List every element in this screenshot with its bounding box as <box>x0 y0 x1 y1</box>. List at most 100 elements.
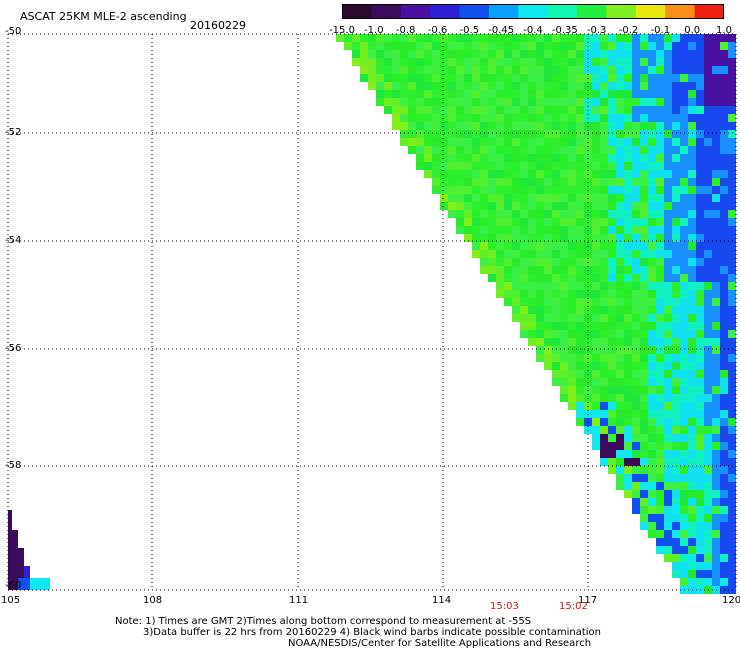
data-cell <box>640 362 648 370</box>
data-cell <box>376 58 384 66</box>
data-cell <box>560 354 568 362</box>
data-cell <box>536 242 544 250</box>
data-cell <box>432 42 440 50</box>
data-cell <box>592 282 600 290</box>
data-cell <box>624 258 632 266</box>
data-cell <box>656 410 664 418</box>
data-cell <box>640 410 648 418</box>
data-cell <box>688 498 696 506</box>
note-line-2: 3)Data buffer is 22 hrs from 20160229 4)… <box>143 627 601 638</box>
data-cell <box>712 506 720 514</box>
data-cell <box>680 114 688 122</box>
data-cell <box>488 138 496 146</box>
data-cell <box>568 74 576 82</box>
data-cell <box>496 282 504 290</box>
data-cell <box>608 234 616 242</box>
data-cell <box>528 226 536 234</box>
data-cell <box>568 394 576 402</box>
data-cell <box>656 314 664 322</box>
data-cell <box>600 402 608 410</box>
data-cell <box>704 402 712 410</box>
map-date: 20160229 <box>190 19 246 32</box>
data-cell <box>576 410 584 418</box>
data-cell <box>624 458 632 466</box>
data-cell <box>472 98 480 106</box>
data-cell <box>512 306 520 314</box>
data-cell <box>480 170 488 178</box>
data-cell <box>640 322 648 330</box>
data-cell <box>696 394 704 402</box>
lat-label-56: -56 <box>5 343 22 354</box>
data-cell <box>608 290 616 298</box>
data-cell <box>680 218 688 226</box>
data-cell <box>488 106 496 114</box>
data-cell <box>664 482 672 490</box>
data-cell <box>560 50 568 58</box>
data-cell <box>704 442 712 450</box>
data-cell <box>680 522 688 530</box>
color-scale-label: 0.0 <box>684 25 701 36</box>
data-cell <box>720 82 728 90</box>
data-cell <box>632 466 640 474</box>
data-cell <box>560 90 568 98</box>
data-cell <box>704 322 712 330</box>
data-cell <box>712 242 720 250</box>
data-cell <box>536 330 544 338</box>
data-cell <box>688 106 696 114</box>
data-cell <box>552 122 560 130</box>
data-cell <box>648 242 656 250</box>
data-cell <box>608 450 616 458</box>
data-cell <box>688 122 696 130</box>
data-cell <box>640 434 648 442</box>
data-cell <box>504 130 512 138</box>
data-cell <box>640 130 648 138</box>
data-cell <box>672 226 680 234</box>
data-cell <box>624 114 632 122</box>
data-cell <box>680 410 688 418</box>
data-cell <box>472 202 480 210</box>
data-cell <box>552 154 560 162</box>
data-cell <box>696 554 704 562</box>
data-cell <box>624 226 632 234</box>
data-cell <box>656 450 664 458</box>
data-cell <box>568 186 576 194</box>
data-cell <box>592 330 600 338</box>
data-cell <box>496 250 504 258</box>
data-cell <box>712 50 720 58</box>
data-cell <box>664 410 672 418</box>
data-cell <box>536 90 544 98</box>
data-cell <box>688 218 696 226</box>
data-cell <box>664 50 672 58</box>
data-cell <box>592 130 600 138</box>
data-cell <box>640 394 648 402</box>
data-cell <box>472 170 480 178</box>
data-cell <box>688 402 696 410</box>
data-cell <box>520 82 528 90</box>
data-cell <box>680 58 688 66</box>
data-cell <box>528 338 536 346</box>
data-cell <box>704 90 712 98</box>
data-cell <box>648 154 656 162</box>
data-cell <box>536 106 544 114</box>
data-cell <box>552 306 560 314</box>
data-cell <box>728 506 736 514</box>
data-cell <box>728 138 736 146</box>
data-cell <box>640 66 648 74</box>
data-cell <box>504 146 512 154</box>
data-cell <box>608 178 616 186</box>
data-cell <box>464 138 472 146</box>
data-cell <box>616 458 624 466</box>
data-cell <box>440 202 448 210</box>
data-cell <box>600 50 608 58</box>
data-cell <box>688 522 696 530</box>
data-cell <box>576 106 584 114</box>
data-cell <box>640 194 648 202</box>
data-cell <box>552 170 560 178</box>
data-cell <box>456 194 464 202</box>
data-cell <box>680 362 688 370</box>
data-cell <box>720 418 728 426</box>
data-cell <box>680 274 688 282</box>
lat-label-50: -50 <box>5 26 22 37</box>
data-cell <box>592 306 600 314</box>
data-cell <box>480 66 488 74</box>
